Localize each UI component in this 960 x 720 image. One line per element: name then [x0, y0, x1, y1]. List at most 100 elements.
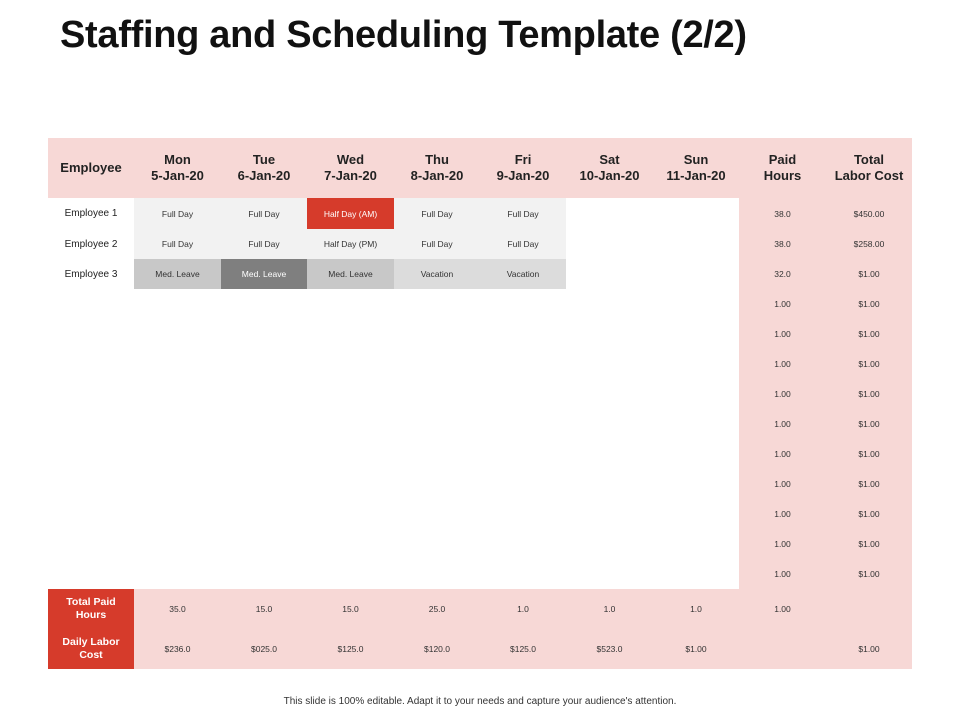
daily-hours-cell: 1.0 [653, 589, 739, 629]
paid-hours-cell [739, 629, 826, 669]
blank-cells [48, 319, 739, 349]
shift-cell[interactable] [653, 198, 739, 229]
total-cost-cell: $1.00 [826, 319, 912, 349]
shift-cell[interactable] [566, 198, 653, 229]
daily-cost-cell: $1.00 [653, 629, 739, 669]
paid-hours-cell: 38.0 [739, 229, 826, 259]
header-day-sat: Sat 10-Jan-20 [566, 138, 653, 198]
total-cost-cell: $1.00 [826, 439, 912, 469]
blank-row: 1.00 $1.00 [48, 409, 912, 439]
blank-cells [48, 469, 739, 499]
shift-cell[interactable]: Full Day [480, 198, 566, 229]
label-line: Cost [79, 649, 103, 661]
header-day-fri: Fri 9-Jan-20 [480, 138, 566, 198]
paid-hours-cell: 1.00 [739, 409, 826, 439]
blank-cells [48, 289, 739, 319]
total-paid-hours-row: Total Paid Hours 35.0 15.0 15.0 25.0 1.0 … [48, 589, 912, 629]
blank-row: 1.00 $1.00 [48, 499, 912, 529]
header-day-mon: Mon 5-Jan-20 [134, 138, 221, 198]
blank-row: 1.00 $1.00 [48, 559, 912, 589]
header-day-thu: Thu 8-Jan-20 [394, 138, 480, 198]
schedule-table: Employee Mon 5-Jan-20 Tue 6-Jan-20 Wed 7-Ja… [48, 138, 912, 669]
total-paid-hours-label: Total Paid Hours [48, 589, 134, 629]
blank-row: 1.00 $1.00 [48, 349, 912, 379]
blank-row: 1.00 $1.00 [48, 469, 912, 499]
day-name: Thu [425, 152, 449, 167]
shift-cell[interactable]: Full Day [221, 229, 307, 259]
shift-cell[interactable]: Vacation [480, 259, 566, 289]
total-cost-cell: $258.00 [826, 229, 912, 259]
blank-cells [48, 349, 739, 379]
daily-hours-cell: 25.0 [394, 589, 480, 629]
day-date: 11-Jan-20 [666, 168, 726, 183]
total-cost-cell: $1.00 [826, 629, 912, 669]
total-cost-cell: $1.00 [826, 289, 912, 319]
daily-hours-cell: 1.0 [480, 589, 566, 629]
paid-hours-cell: 1.00 [739, 589, 826, 629]
employee-name: Employee 1 [64, 208, 118, 219]
paid-hours-cell: 1.00 [739, 319, 826, 349]
daily-cost-cell: $125.0 [480, 629, 566, 669]
footer-note: This slide is 100% editable. Adapt it to… [283, 696, 677, 707]
paid-hours-cell: 32.0 [739, 259, 826, 289]
total-cost-cell: $1.00 [826, 349, 912, 379]
daily-cost-cell: $236.0 [134, 629, 221, 669]
day-name: Mon [164, 152, 191, 167]
paid-hours-cell: 1.00 [739, 439, 826, 469]
shift-cell[interactable]: Full Day [480, 229, 566, 259]
blank-cells [48, 409, 739, 439]
total-cost-cell: $1.00 [826, 259, 912, 289]
header-day-tue: Tue 6-Jan-20 [221, 138, 307, 198]
shift-cell[interactable]: Half Day (PM) [307, 229, 394, 259]
day-date: 10-Jan-20 [579, 168, 640, 183]
daily-cost-cell: $025.0 [221, 629, 307, 669]
paid-hours-cell: 38.0 [739, 198, 826, 229]
shift-cell[interactable]: Med. Leave [307, 259, 394, 289]
header-day-sun: Sun 11-Jan-20 [653, 138, 739, 198]
shift-cell[interactable]: Full Day [394, 198, 480, 229]
total-cost-cell [826, 589, 912, 629]
shift-cell[interactable]: Med. Leave [221, 259, 307, 289]
paid-hours-cell: 1.00 [739, 529, 826, 559]
shift-cell[interactable] [566, 259, 653, 289]
shift-cell[interactable]: Full Day [134, 198, 221, 229]
blank-cells [48, 379, 739, 409]
day-name: Fri [514, 152, 532, 167]
employee-name: Employee 2 [64, 238, 118, 250]
total-cost-cell: $1.00 [826, 499, 912, 529]
label-line: Daily Labor [62, 636, 120, 648]
shift-cell[interactable] [653, 229, 739, 259]
shift-cell[interactable]: Vacation [394, 259, 480, 289]
blank-row: 1.00 $1.00 [48, 439, 912, 469]
blank-cells [48, 439, 739, 469]
label-line: Total Paid [66, 596, 116, 608]
blank-row: 1.00 $1.00 [48, 289, 912, 319]
employee-row: Employee 3 Med. Leave Med. Leave Med. Le… [48, 259, 912, 289]
header-total-labor-cost: Total Labor Cost [826, 138, 912, 198]
total-cost-cell: $1.00 [826, 379, 912, 409]
daily-hours-cell: 15.0 [307, 589, 394, 629]
day-date: 6-Jan-20 [237, 168, 291, 183]
shift-cell[interactable]: Half Day (AM) [307, 198, 394, 229]
shift-cell[interactable] [566, 229, 653, 259]
page-title: Staffing and Scheduling Template (2/2) [60, 14, 747, 56]
paid-hours-cell: 1.00 [739, 349, 826, 379]
total-cost-cell: $1.00 [826, 409, 912, 439]
header-line: Hours [763, 168, 802, 183]
daily-hours-cell: 1.0 [566, 589, 653, 629]
shift-cell[interactable] [653, 259, 739, 289]
shift-cell[interactable]: Med. Leave [134, 259, 221, 289]
paid-hours-cell: 1.00 [739, 559, 826, 589]
shift-cell[interactable]: Full Day [134, 229, 221, 259]
shift-cell[interactable]: Full Day [221, 198, 307, 229]
header-employee: Employee [48, 138, 134, 198]
employee-row: Employee 1 Full Day Full Day Half Day (A… [48, 198, 912, 229]
paid-hours-cell: 1.00 [739, 469, 826, 499]
day-name: Sat [599, 152, 620, 167]
header-row: Employee Mon 5-Jan-20 Tue 6-Jan-20 Wed 7-Ja… [48, 138, 912, 198]
paid-hours-cell: 1.00 [739, 499, 826, 529]
blank-row: 1.00 $1.00 [48, 529, 912, 559]
label-line: Hours [75, 609, 107, 621]
shift-cell[interactable]: Full Day [394, 229, 480, 259]
total-cost-cell: $1.00 [826, 559, 912, 589]
